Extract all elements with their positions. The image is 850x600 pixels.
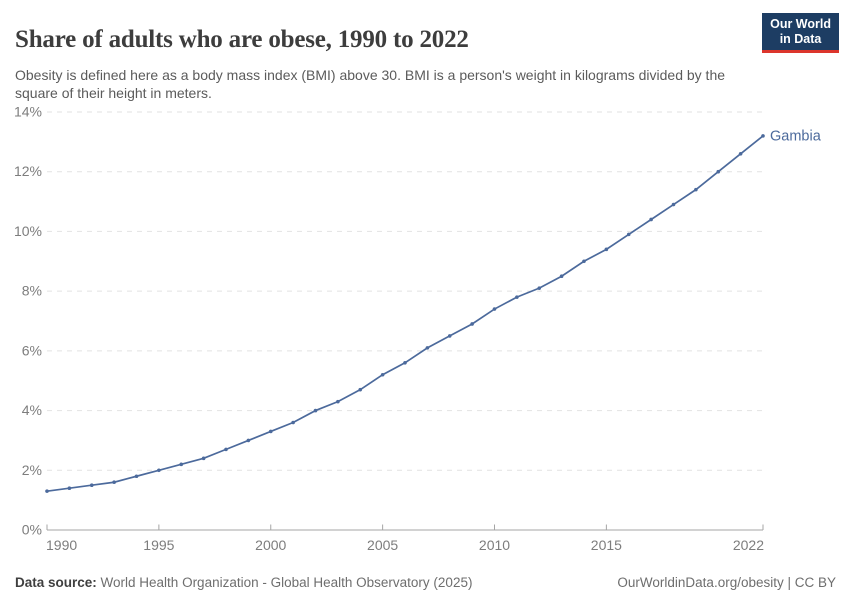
data-point[interactable] (313, 408, 318, 413)
data-point[interactable] (380, 372, 385, 377)
data-point[interactable] (515, 295, 519, 299)
y-tick-label: 2% (22, 462, 42, 478)
data-point[interactable] (358, 387, 363, 392)
x-tick-label: 1995 (143, 537, 174, 553)
data-point[interactable] (67, 486, 72, 491)
y-tick-label: 6% (22, 342, 42, 358)
data-point[interactable] (112, 480, 116, 485)
y-tick-label: 0% (22, 522, 42, 538)
data-point[interactable] (89, 483, 94, 488)
y-tick-label: 12% (14, 163, 42, 179)
x-tick-label: 2005 (367, 537, 398, 553)
data-source-text: Data source: World Health Organization -… (15, 575, 472, 590)
x-tick-label: 2000 (255, 537, 286, 553)
x-tick-label: 1990 (46, 537, 77, 553)
data-point[interactable] (268, 429, 273, 434)
data-point[interactable] (492, 307, 497, 311)
data-point[interactable] (738, 152, 743, 156)
data-point[interactable] (246, 438, 251, 443)
line-series[interactable] (46, 135, 764, 493)
data-point[interactable] (582, 259, 586, 264)
data-source-label: Data source: (15, 575, 97, 590)
data-point[interactable] (604, 247, 609, 252)
data-point[interactable] (45, 489, 49, 493)
y-tick-label: 8% (22, 283, 42, 299)
x-tick-label: 2022 (733, 537, 764, 553)
data-point[interactable] (470, 322, 474, 326)
chart-footer: Data source: World Health Organization -… (15, 575, 836, 590)
data-point[interactable] (201, 456, 206, 461)
data-point[interactable] (179, 462, 184, 467)
data-point[interactable] (694, 187, 698, 192)
owid-logo-line2: in Data (779, 32, 822, 46)
data-point[interactable] (559, 274, 564, 279)
credit-link[interactable]: OurWorldinData.org/obesity | CC BY (617, 575, 836, 590)
y-tick-label: 4% (22, 402, 42, 418)
page-title: Share of adults who are obese, 1990 to 2… (15, 25, 469, 53)
data-source-value: World Health Organization - Global Healt… (96, 575, 473, 590)
owid-logo-line1: Our World (770, 17, 831, 31)
x-tick-label: 2015 (591, 537, 622, 553)
data-point[interactable] (291, 420, 295, 425)
data-point[interactable] (671, 202, 676, 207)
data-point[interactable] (224, 447, 228, 452)
data-point[interactable] (336, 399, 340, 404)
data-point[interactable] (716, 169, 721, 174)
data-point[interactable] (626, 232, 631, 237)
y-tick-label: 10% (14, 223, 42, 239)
x-tick-label: 2010 (479, 537, 510, 553)
data-point[interactable] (403, 361, 407, 365)
data-point[interactable] (649, 217, 653, 222)
y-tick-label: 14% (14, 104, 42, 120)
chart-subtitle: Obesity is defined here as a body mass i… (15, 67, 726, 102)
data-point[interactable] (157, 468, 161, 473)
data-point[interactable] (425, 346, 430, 350)
owid-logo[interactable]: Our World in Data (762, 13, 839, 53)
data-point[interactable] (447, 334, 452, 338)
data-point[interactable] (537, 286, 542, 290)
series-label[interactable]: Gambia (770, 128, 822, 144)
data-point[interactable] (761, 134, 765, 138)
data-point[interactable] (134, 474, 139, 479)
